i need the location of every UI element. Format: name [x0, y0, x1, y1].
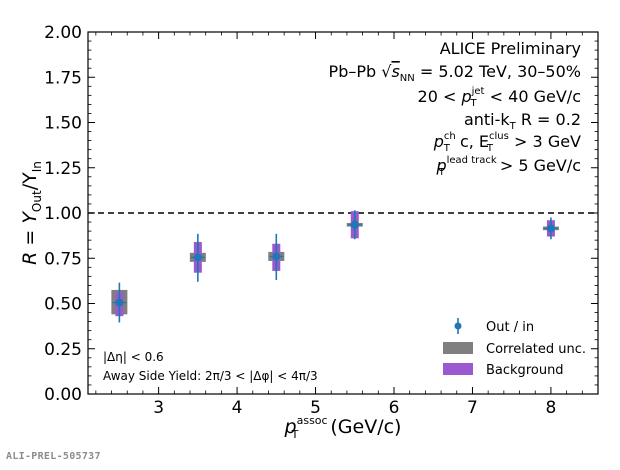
annotation-constituents: pch T c, Eclus T > 3 GeV — [433, 131, 581, 154]
x-tick-label: 3 — [153, 398, 164, 418]
annotation-lead-track: plead track T > 5 GeV/c — [435, 155, 581, 178]
y-tick-label: 1.50 — [44, 114, 82, 134]
legend-item-background: Background — [443, 363, 564, 378]
x-tick-label: 7 — [467, 398, 478, 418]
legend-marker-point — [454, 322, 462, 330]
y-tick-label: 0.00 — [44, 385, 82, 405]
x-label-sub: T — [291, 428, 299, 441]
data-point — [193, 253, 202, 262]
data-marks — [111, 210, 559, 323]
legend-item-correlated: Correlated unc. — [443, 342, 586, 357]
y-tick-label: 1.25 — [44, 159, 82, 179]
annotation-phi-cut: Away Side Yield: 2π/3 < |Δφ| < 4π/3 — [103, 369, 318, 383]
x-label-main: p — [284, 416, 297, 438]
legend-label-correlated: Correlated unc. — [486, 342, 586, 357]
y-tick-label: 0.75 — [44, 249, 82, 269]
annotation-eta-cut: |Δη| < 0.6 — [103, 350, 164, 364]
y-label-main: R = Y — [19, 211, 41, 265]
x-axis-ticks: 3 4 5 6 7 8 — [95, 32, 583, 418]
x-label-unit: (GeV/c) — [324, 416, 401, 438]
annotation-title: ALICE Preliminary — [440, 39, 581, 58]
data-point — [115, 298, 124, 307]
x-tick-label: 8 — [546, 398, 557, 418]
svg-text:R = YOut/YIn: R = YOut/YIn — [19, 161, 44, 265]
annotation-system: Pb–Pb √sNN = 5.02 TeV, 30–50% — [329, 62, 581, 84]
data-point — [546, 224, 555, 233]
annotation-jet-pt: 20 < pjet T < 40 GeV/c — [418, 86, 581, 109]
x-tick-label: 4 — [232, 398, 243, 418]
annotation-block: ALICE Preliminary Pb–Pb √sNN = 5.02 TeV,… — [329, 39, 582, 178]
y-label-sub1: Out — [30, 190, 44, 212]
legend-label-out-in: Out / in — [486, 320, 534, 335]
y-tick-label: 0.25 — [44, 340, 82, 360]
y-tick-label: 2.00 — [44, 23, 82, 43]
legend-label-background: Background — [486, 363, 564, 378]
data-point — [350, 220, 359, 229]
y-tick-label: 1.75 — [44, 68, 82, 88]
legend: Out / in Correlated unc. Background — [443, 318, 586, 378]
y-label-sub2: In — [30, 161, 44, 172]
annotation-algorithm: anti-kT R = 0.2 — [464, 110, 581, 132]
data-point — [272, 252, 281, 261]
y-tick-label: 1.00 — [44, 204, 82, 224]
y-axis-ticks: 0.00 0.25 0.50 0.75 1.00 1.25 1.50 1.75 2.00 — [44, 23, 598, 405]
x-tick-label: 5 — [310, 398, 321, 418]
preliminary-id-label: ALI-PREL-505737 — [6, 451, 101, 462]
y-tick-label: 0.50 — [44, 295, 82, 315]
legend-item-out-in: Out / in — [454, 318, 534, 335]
x-axis-label: passoc T (GeV/c) — [284, 414, 402, 441]
legend-swatch-background — [443, 363, 473, 375]
y-label-mid: /Y — [19, 172, 41, 190]
x-label-sup: assoc — [297, 414, 328, 427]
legend-swatch-correlated — [443, 342, 473, 354]
y-axis-label: R = YOut/YIn — [19, 161, 44, 265]
x-tick-label: 6 — [389, 398, 400, 418]
